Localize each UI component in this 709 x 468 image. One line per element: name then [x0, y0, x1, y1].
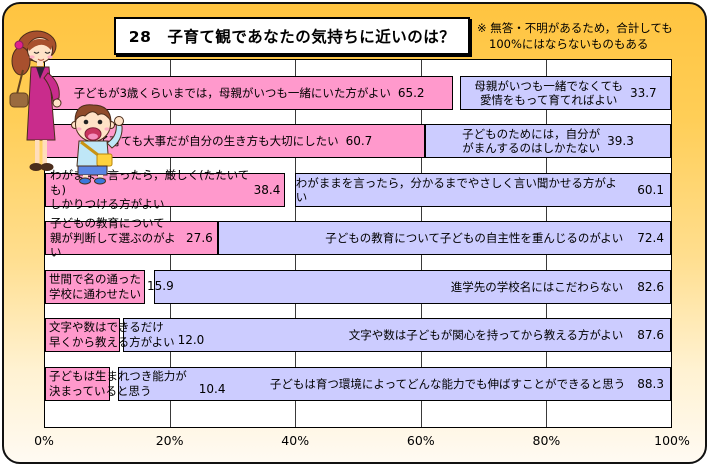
bar-row: 子育ても大事だが自分の生き方も大切にしたい 60.7 子どものためには，自分が …	[45, 124, 671, 158]
left-bar	[45, 318, 121, 352]
bar-value: 39.3	[607, 133, 634, 148]
left-bar-label-overlay: 世間で名の通った 学校に通わせたい 15.9	[49, 270, 174, 304]
left-bar	[45, 270, 145, 304]
x-tick-label: 100%	[654, 433, 690, 448]
left-bar	[45, 367, 111, 401]
bar-row: 世間で名の通った 学校に通わせたい 15.9 進学先の学校名にはこだわらない 8…	[45, 270, 671, 304]
x-tick-label: 20%	[155, 433, 184, 448]
x-tick-label: 60%	[406, 433, 435, 448]
x-tick-label: 80%	[532, 433, 561, 448]
bar-label: 進学先の学校名にはこだわらない	[450, 279, 624, 294]
bar-label: 文字や数は子どもが関心を持ってから教える方がよい	[348, 327, 624, 342]
bar-value: 82.6	[637, 279, 664, 294]
mother-child-illustration	[9, 30, 124, 185]
bar-label: 子どもの教育について子どもの自主性を重んじるのがよい	[325, 230, 624, 245]
bar-label: 母親がいつも一緒でなくても 愛情をもって育てればよい	[474, 78, 623, 107]
footnote-line2: 100%にはならないものもある	[489, 37, 649, 52]
bar-label: 子育ても大事だが自分の生き方も大切にしたい	[97, 133, 339, 148]
bar-value: 65.2	[397, 85, 425, 100]
page-title: 28 子育て観であなたの気持ちに近いのは？	[114, 17, 470, 55]
left-bar: 子どもが3歳くらいまでは，母親がいつも一緒にいた方がよい 65.2	[45, 76, 454, 110]
bar-value: 12.0	[177, 333, 205, 348]
bar-value: 60.1	[637, 182, 664, 197]
bar-label: 子どもは生まれつき能力が 決まっていると思う	[49, 369, 187, 398]
plot-area: 子どもが3歳くらいまでは，母親がいつも一緒にいた方がよい 65.2 母親がいつも…	[44, 59, 672, 428]
right-bar: 子どもの教育について子どもの自主性を重んじるのがよい 72.4	[217, 221, 671, 255]
footnote-line1: ※ 無答・不明があるため，合計しても	[477, 21, 673, 35]
bar-value: 38.4	[253, 182, 281, 197]
left-bar: 子どもの教育について 親が判断して選ぶのがよい 27.6	[45, 216, 218, 259]
bar-label: 子どもが3歳くらいまでは，母親がいつも一緒にいた方がよい	[73, 85, 391, 100]
bar-value: 33.7	[629, 85, 657, 100]
bar-label: 子どものためには，自分が がまんするのはしかたない	[462, 126, 601, 155]
bar-row: わがままを言ったら，厳しく(たたいても) しかりつける方がよい 38.4 わがま…	[45, 168, 671, 211]
bar-label: 子どもの教育について 親が判断して選ぶのがよい	[50, 216, 176, 260]
right-bar: わがままを言ったら，分かるまでやさしく言い聞かせる方がよい 60.1	[294, 173, 671, 207]
bar-row: 子どもが3歳くらいまでは，母親がいつも一緒にいた方がよい 65.2 母親がいつも…	[45, 76, 671, 110]
x-axis: 0% 20% 40% 60% 80% 100%	[34, 433, 690, 451]
bar-label: わがままを言ったら，分かるまでやさしく言い聞かせる方がよい	[295, 175, 617, 204]
bar-row: 子どもは生まれつき能力が 決まっていると思う 10.4 子どもは育つ環境によって…	[45, 367, 671, 401]
right-bar: 進学先の学校名にはこだわらない 82.6	[153, 270, 671, 304]
right-bar: 子どもは育つ環境によってどんな能力でも伸ばすことができると思う 88.3	[118, 367, 671, 401]
bar-value: 60.7	[345, 133, 373, 148]
right-bar: 子どものためには，自分が がまんするのはしかたない 39.3	[424, 124, 671, 158]
bar-value: 87.6	[637, 327, 664, 342]
bar-label: 文字や数はできるだけ 早くから教える方がよい	[49, 320, 175, 349]
bar-value: 72.4	[637, 230, 664, 245]
x-tick-label: 0%	[34, 433, 54, 448]
bar-label: 世間で名の通った 学校に通わせたい	[49, 272, 141, 301]
left-bar-label-overlay: 子どもは生まれつき能力が 決まっていると思う 10.4	[49, 367, 226, 401]
x-tick-label: 40%	[281, 433, 310, 448]
right-bar: 文字や数は子どもが関心を持ってから教える方がよい 87.6	[122, 318, 671, 352]
bar-value: 10.4	[198, 382, 226, 397]
bar-row: 文字や数はできるだけ 早くから教える方がよい 12.0 文字や数は子どもが関心を…	[45, 318, 671, 352]
footnote: ※ 無答・不明があるため，合計しても 100%にはならないものもある	[477, 20, 673, 52]
bar-row: 子どもの教育について 親が判断して選ぶのがよい 27.6 子どもの教育について子…	[45, 216, 671, 259]
right-bar: 母親がいつも一緒でなくても 愛情をもって育てればよい 33.7	[460, 76, 671, 110]
left-bar-label-overlay: 文字や数はできるだけ 早くから教える方がよい 12.0	[49, 318, 204, 352]
bar-value: 88.3	[637, 376, 664, 391]
bar-value: 15.9	[147, 279, 174, 294]
bar-value: 27.6	[186, 230, 213, 245]
bar-label: 子どもは育つ環境によってどんな能力でも伸ばすことができると思う	[269, 376, 626, 391]
